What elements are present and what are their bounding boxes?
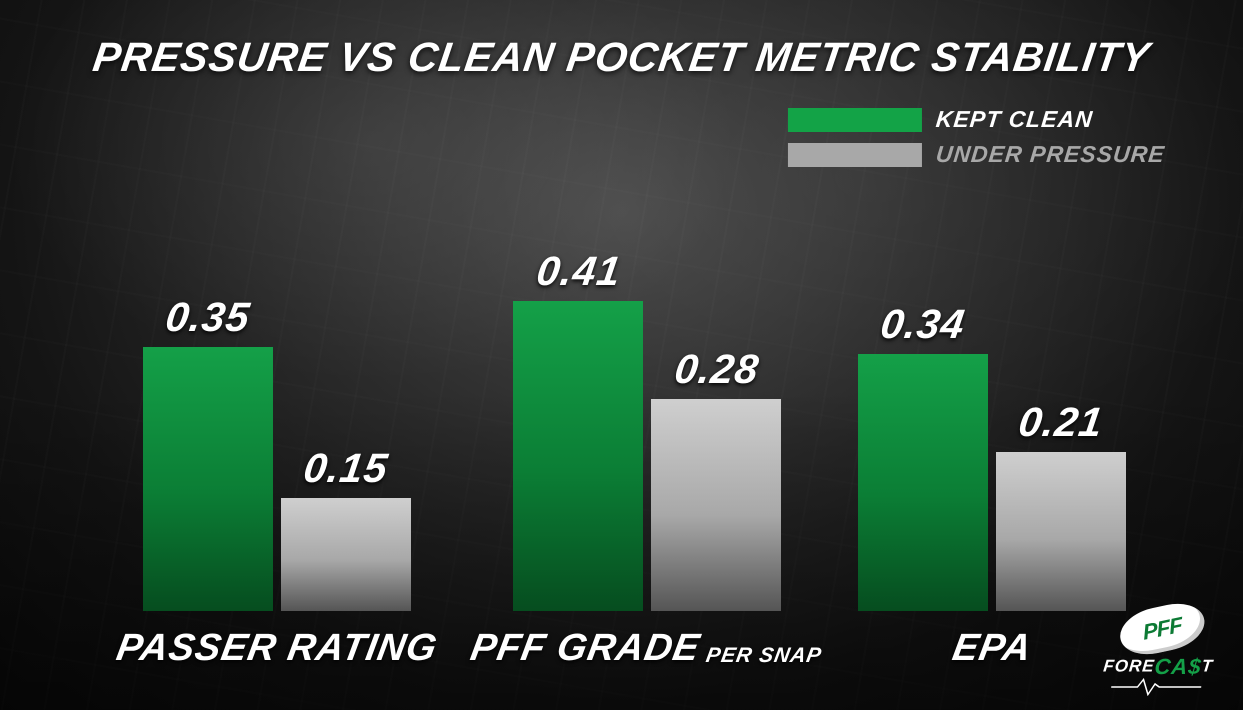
bar-value-label: 0.21: [1016, 399, 1106, 446]
infographic-root: PRESSURE VS CLEAN POCKET METRIC STABILIT…: [0, 0, 1243, 710]
bar-kept_clean: 0.34: [858, 301, 988, 611]
legend-label: UNDER PRESSURE: [935, 141, 1167, 168]
bar-kept_clean: 0.41: [513, 248, 643, 611]
category-label-main: PASSER RATING: [113, 627, 440, 670]
bar-under_pressure: 0.28: [651, 346, 781, 611]
bar-value-label: 0.15: [301, 445, 391, 492]
bar-rect: [996, 452, 1126, 611]
category-label: EPA: [949, 627, 1035, 670]
bar-value-label: 0.41: [533, 248, 623, 295]
bar-rect: [143, 347, 273, 611]
chart-title: PRESSURE VS CLEAN POCKET METRIC STABILIT…: [0, 34, 1243, 81]
legend-item-under-pressure: UNDER PRESSURE: [787, 141, 1167, 168]
legend-swatch-under-pressure: [788, 143, 922, 167]
bar-chart: 0.35 0.15 PASSER RATING 0.41 0.28 PFF GRADEPE…: [100, 210, 1143, 670]
legend-swatch-kept-clean: [788, 108, 922, 132]
bar-value-label: 0.35: [163, 294, 253, 341]
legend-item-kept-clean: KEPT CLEAN: [787, 106, 1167, 133]
bar-rect: [513, 301, 643, 611]
category-label-main: PFF GRADE: [468, 627, 704, 670]
category-label: PASSER RATING: [113, 627, 440, 670]
logo-forecast-pre: FORE: [1103, 656, 1156, 675]
bar-kept_clean: 0.35: [143, 294, 273, 611]
bar-pair: 0.35 0.15: [143, 294, 411, 611]
bar-rect: [858, 354, 988, 611]
bar-rect: [651, 399, 781, 611]
logo-forecast-mid: CA$: [1154, 654, 1204, 679]
category-label-sub: PER SNAP: [705, 644, 825, 668]
logo-forecast-text: FORECA$T: [1102, 654, 1214, 680]
bar-value-label: 0.28: [671, 346, 761, 393]
category-label: PFF GRADEPER SNAP: [468, 627, 828, 670]
legend: KEPT CLEAN UNDER PRESSURE: [788, 106, 1165, 168]
bar-group: 0.34 0.21 EPA: [858, 301, 1126, 670]
logo-pff-text: PFF: [1118, 598, 1207, 660]
bar-rect: [281, 498, 411, 611]
category-label-main: EPA: [949, 627, 1035, 670]
bar-group: 0.41 0.28 PFF GRADEPER SNAP: [471, 248, 823, 670]
logo-forecast-post: T: [1201, 656, 1214, 675]
bar-group: 0.350.15PASSER RATING: [117, 294, 437, 670]
pff-forecast-logo: PFF FORECA$T: [1101, 606, 1220, 696]
ecg-line-icon: [1109, 678, 1203, 696]
legend-label: KEPT CLEAN: [935, 106, 1095, 133]
bar-value-label: 0.34: [878, 301, 968, 348]
football-icon: PFF: [1118, 598, 1207, 660]
bar-under_pressure: 0.21: [996, 399, 1126, 611]
bar-pair: 0.41 0.28: [513, 248, 781, 611]
bar-pair: 0.34 0.21: [858, 301, 1126, 611]
bar-under_pressure: 0.15: [281, 445, 411, 611]
